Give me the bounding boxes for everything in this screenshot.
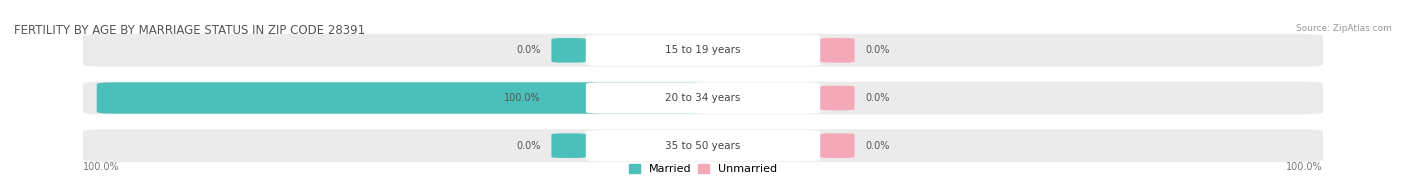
Text: 100.0%: 100.0%: [1286, 162, 1323, 172]
Text: Source: ZipAtlas.com: Source: ZipAtlas.com: [1296, 24, 1392, 33]
FancyBboxPatch shape: [551, 86, 586, 110]
FancyBboxPatch shape: [820, 86, 855, 110]
Text: 0.0%: 0.0%: [866, 45, 890, 55]
FancyBboxPatch shape: [83, 82, 1323, 114]
Text: 0.0%: 0.0%: [516, 141, 540, 151]
FancyBboxPatch shape: [586, 130, 820, 161]
Text: 0.0%: 0.0%: [866, 93, 890, 103]
FancyBboxPatch shape: [586, 82, 820, 114]
Text: 20 to 34 years: 20 to 34 years: [665, 93, 741, 103]
Legend: Married, Unmarried: Married, Unmarried: [630, 164, 776, 174]
FancyBboxPatch shape: [820, 133, 855, 158]
FancyBboxPatch shape: [586, 35, 820, 66]
FancyBboxPatch shape: [551, 133, 586, 158]
Text: 15 to 19 years: 15 to 19 years: [665, 45, 741, 55]
FancyBboxPatch shape: [551, 38, 586, 63]
Text: FERTILITY BY AGE BY MARRIAGE STATUS IN ZIP CODE 28391: FERTILITY BY AGE BY MARRIAGE STATUS IN Z…: [14, 24, 366, 36]
Text: 100.0%: 100.0%: [83, 162, 120, 172]
FancyBboxPatch shape: [83, 34, 1323, 67]
FancyBboxPatch shape: [83, 129, 1323, 162]
FancyBboxPatch shape: [820, 38, 855, 63]
Text: 35 to 50 years: 35 to 50 years: [665, 141, 741, 151]
Text: 0.0%: 0.0%: [866, 141, 890, 151]
FancyBboxPatch shape: [97, 82, 703, 114]
Text: 0.0%: 0.0%: [516, 45, 540, 55]
Text: 100.0%: 100.0%: [503, 93, 540, 103]
